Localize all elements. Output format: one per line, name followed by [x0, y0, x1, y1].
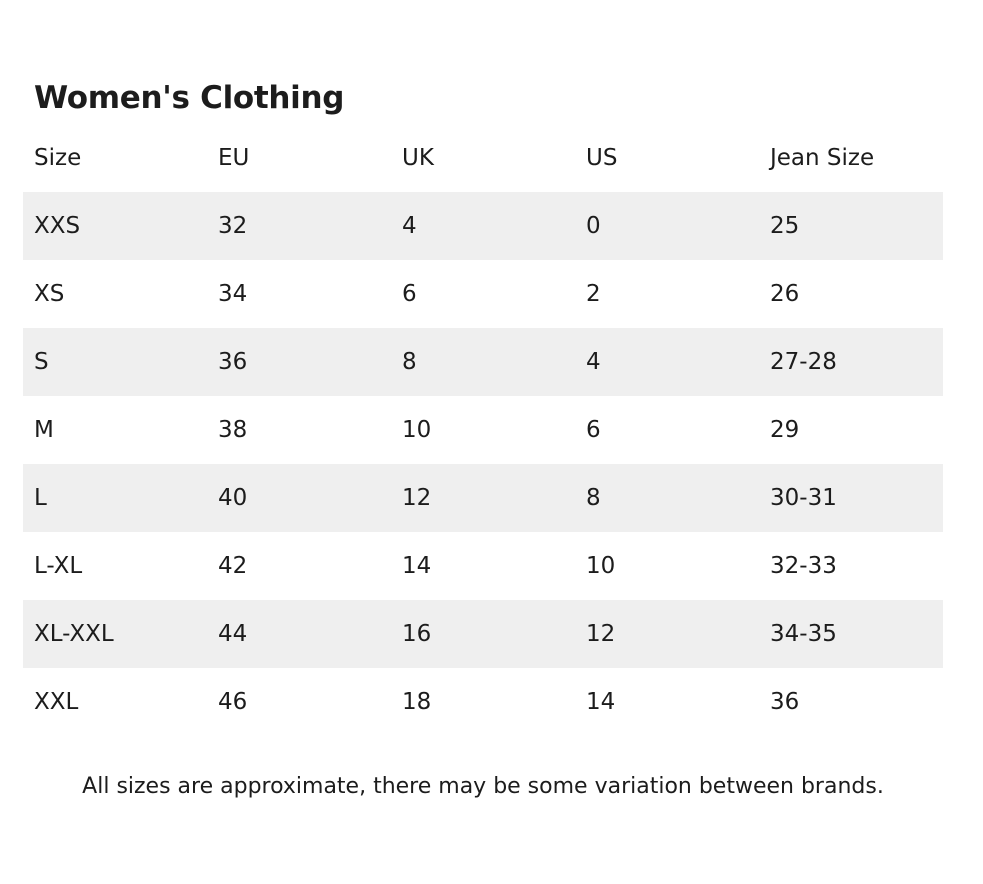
header-jean-size: Jean Size [770, 145, 875, 171]
cell-us: 2 [586, 281, 601, 307]
header-size: Size [34, 145, 82, 171]
table-row: XS 34 6 2 26 [23, 260, 943, 328]
cell-jean-size: 25 [759, 192, 943, 260]
cell-eu: 36 [207, 328, 391, 396]
cell-eu: 46 [218, 689, 248, 715]
cell-eu: 38 [218, 417, 248, 443]
size-chart-table: Size EU UK US Jean Size XXS 32 4 0 25 XS… [23, 124, 943, 736]
sizing-disclaimer: All sizes are approximate, there may be … [82, 774, 884, 799]
cell-uk: 16 [391, 600, 575, 668]
cell-size: L-XL [34, 553, 83, 579]
cell-eu: 42 [218, 553, 248, 579]
cell-size: S [23, 328, 207, 396]
cell-uk: 4 [391, 192, 575, 260]
cell-uk: 8 [391, 328, 575, 396]
cell-jean-size: 29 [770, 417, 800, 443]
cell-uk: 6 [402, 281, 417, 307]
cell-size: L [23, 464, 207, 532]
cell-eu: 34 [218, 281, 248, 307]
cell-jean-size: 26 [770, 281, 800, 307]
cell-size: XS [34, 281, 65, 307]
table-row: L-XL 42 14 10 32-33 [23, 532, 943, 600]
table-row: XXL 46 18 14 36 [23, 668, 943, 736]
table-row: XL-XXL 44 16 12 34-35 [23, 600, 943, 668]
cell-us: 0 [575, 192, 759, 260]
table-header-row: Size EU UK US Jean Size [23, 124, 943, 192]
table-row: L 40 12 8 30-31 [23, 464, 943, 532]
cell-us: 10 [586, 553, 616, 579]
cell-eu: 44 [207, 600, 391, 668]
page-title: Women's Clothing [34, 80, 345, 116]
cell-us: 8 [575, 464, 759, 532]
cell-jean-size: 34-35 [759, 600, 943, 668]
header-us: US [586, 145, 618, 171]
cell-us: 6 [586, 417, 601, 443]
cell-us: 14 [586, 689, 616, 715]
cell-size: M [34, 417, 54, 443]
cell-size: XXS [23, 192, 207, 260]
table-row: S 36 8 4 27-28 [23, 328, 943, 396]
cell-uk: 18 [402, 689, 432, 715]
cell-uk: 12 [391, 464, 575, 532]
cell-eu: 32 [207, 192, 391, 260]
cell-jean-size: 36 [770, 689, 800, 715]
cell-us: 4 [575, 328, 759, 396]
cell-size: XXL [34, 689, 79, 715]
table-row: M 38 10 6 29 [23, 396, 943, 464]
cell-uk: 14 [402, 553, 432, 579]
header-eu: EU [218, 145, 250, 171]
cell-jean-size: 32-33 [770, 553, 837, 579]
cell-eu: 40 [207, 464, 391, 532]
header-uk: UK [402, 145, 434, 171]
table-row: XXS 32 4 0 25 [23, 192, 943, 260]
cell-jean-size: 30-31 [759, 464, 943, 532]
cell-us: 12 [575, 600, 759, 668]
cell-jean-size: 27-28 [759, 328, 943, 396]
cell-uk: 10 [402, 417, 432, 443]
cell-size: XL-XXL [23, 600, 207, 668]
